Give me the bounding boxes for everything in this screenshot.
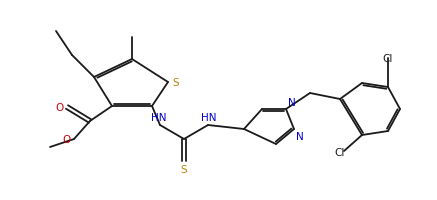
- Text: O: O: [56, 102, 64, 112]
- Text: Cl: Cl: [335, 147, 345, 157]
- Text: S: S: [180, 164, 187, 174]
- Text: N: N: [288, 98, 296, 107]
- Text: N: N: [296, 131, 304, 141]
- Text: HN: HN: [151, 112, 167, 122]
- Text: Cl: Cl: [383, 54, 393, 64]
- Text: HN: HN: [201, 112, 217, 122]
- Text: S: S: [172, 78, 179, 88]
- Text: O: O: [63, 134, 71, 144]
